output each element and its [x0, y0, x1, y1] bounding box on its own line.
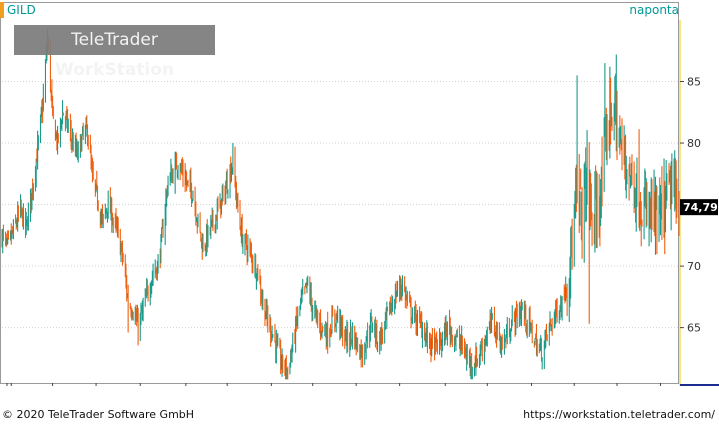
y-tick-label: 70: [687, 260, 701, 273]
symbol-accent-bar: [0, 2, 4, 18]
footer-url[interactable]: https://workstation.teletrader.com/: [523, 408, 715, 421]
candles: [1, 28, 680, 380]
copyright-text: © 2020 TeleTrader Software GmbH: [2, 408, 195, 421]
bottom-band: [0, 386, 719, 406]
y-tick-label: 65: [687, 322, 701, 335]
last-price-box: [680, 199, 718, 216]
watermark-product: WorkStation: [54, 60, 175, 80]
period-label[interactable]: naponta: [629, 3, 679, 17]
y-tick-label: 80: [687, 137, 701, 150]
grid-lines: [2, 81, 679, 329]
symbol-label[interactable]: GILD: [7, 3, 36, 17]
watermark-brand: TeleTrader: [71, 30, 158, 50]
last-price-marker: 74,79: [680, 199, 718, 216]
axis-corner-bar: [680, 384, 719, 386]
last-price-label: 74,79: [683, 201, 718, 214]
y-tick-label: 85: [687, 76, 701, 89]
watermark-logo: TeleTrader WorkStation: [14, 25, 215, 80]
